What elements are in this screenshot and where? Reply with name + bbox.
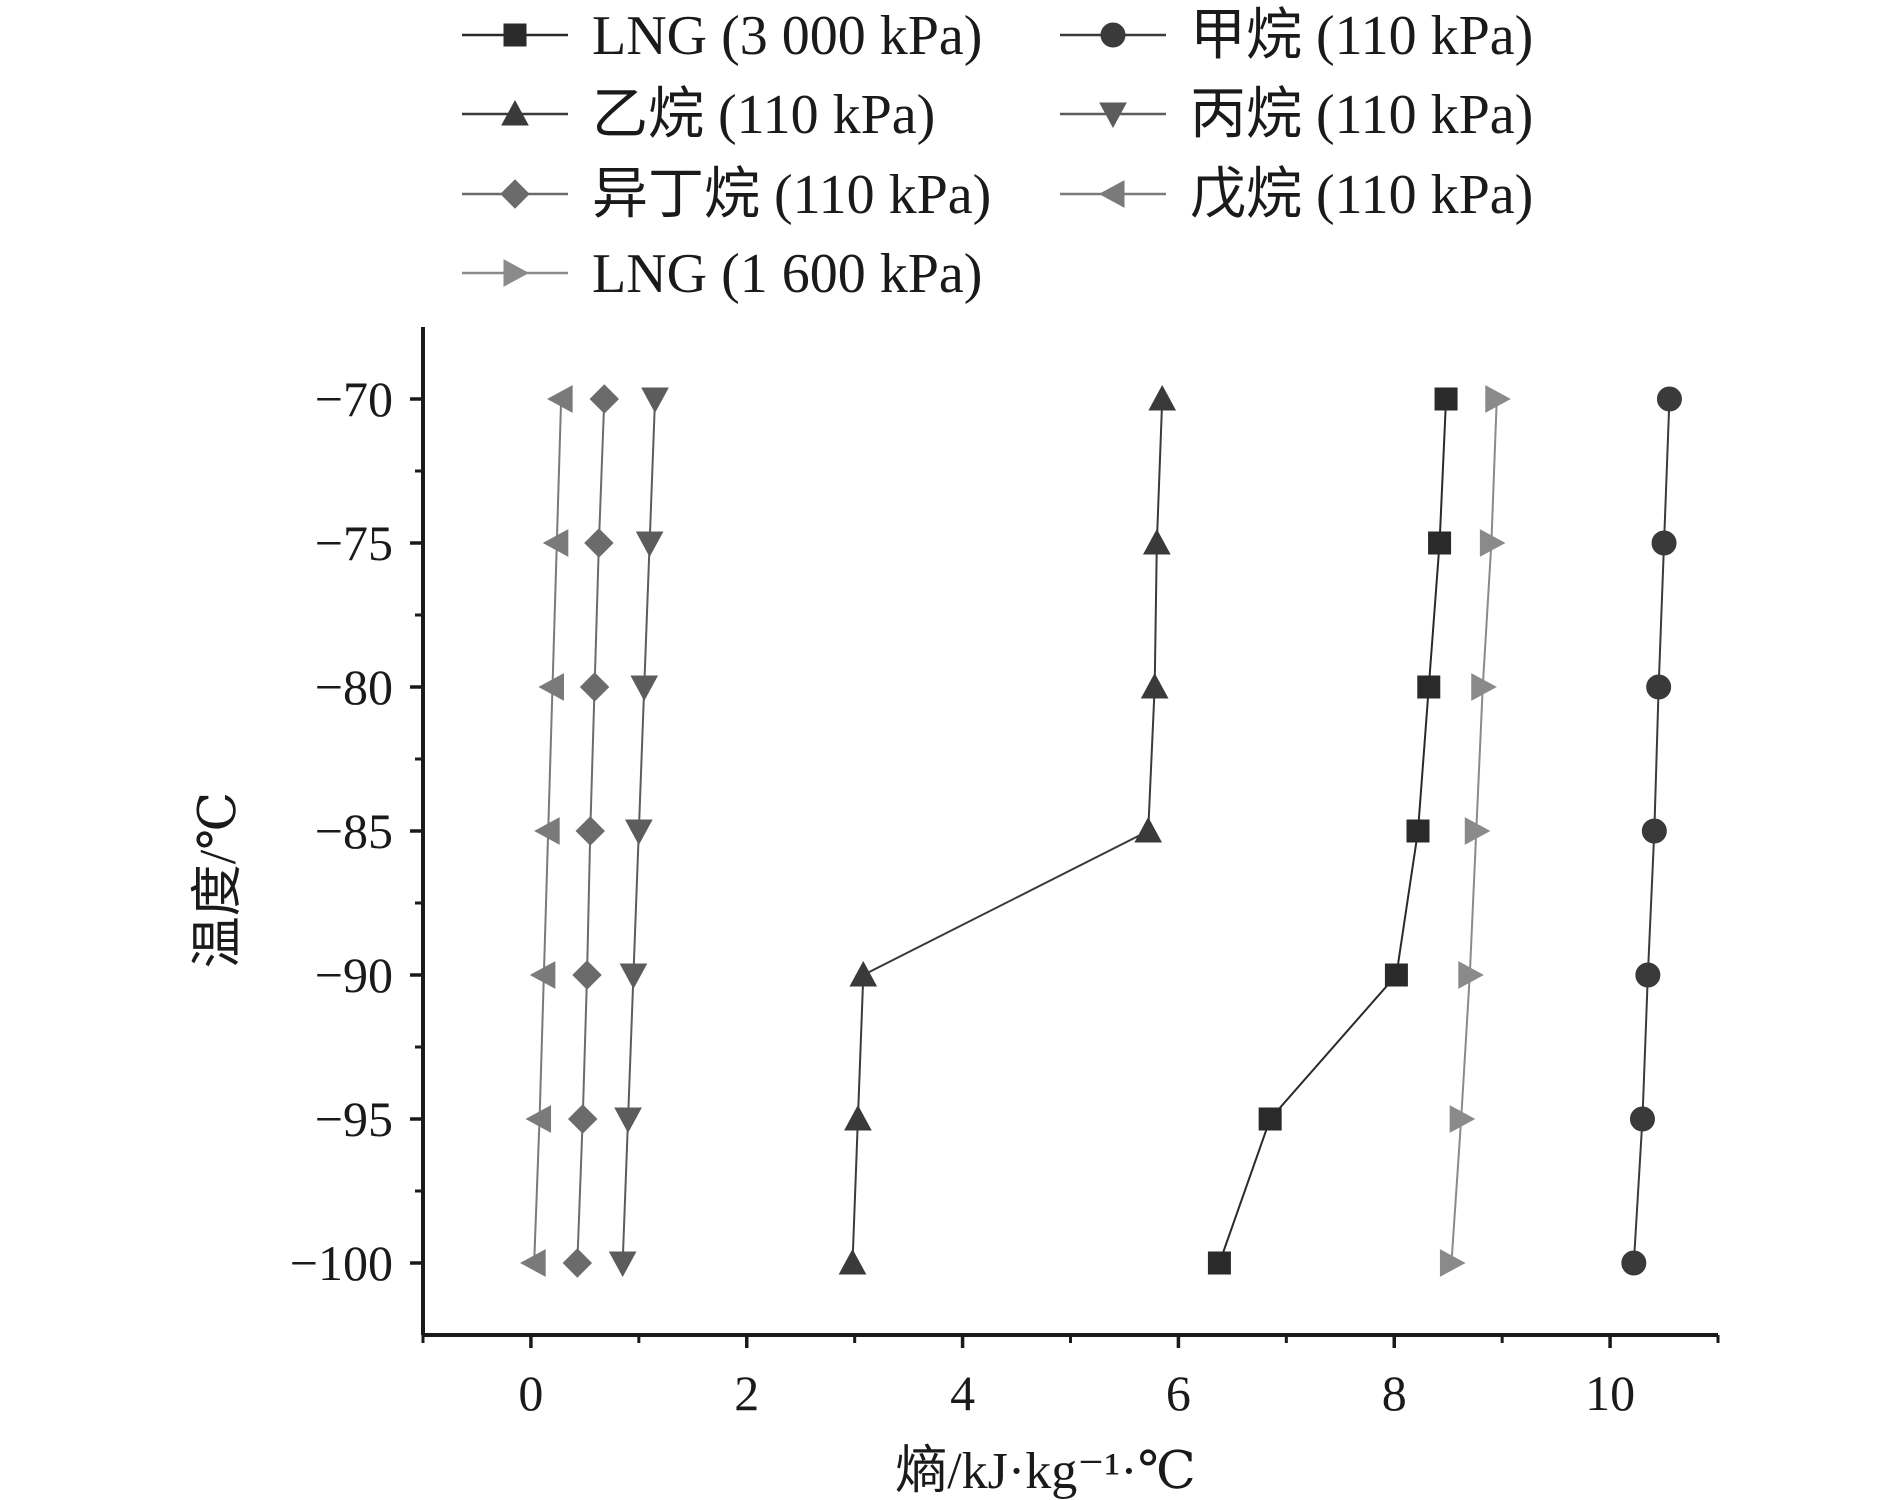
data-point xyxy=(1148,384,1177,411)
y-tick-label: −85 xyxy=(315,803,393,859)
data-point xyxy=(1406,819,1430,843)
data-point xyxy=(538,673,564,701)
data-point xyxy=(562,1248,593,1278)
data-point xyxy=(608,1251,637,1278)
data-point xyxy=(1417,675,1441,699)
legend-label: 乙烷 (110 kPa) xyxy=(592,84,935,146)
data-point xyxy=(1258,1107,1282,1131)
series-5 xyxy=(562,384,620,1278)
legend-entry: 丙烷 (110 kPa) xyxy=(1060,84,1533,146)
data-point xyxy=(1439,1249,1466,1277)
data-point xyxy=(1471,673,1497,701)
data-point xyxy=(1384,963,1408,987)
x-tick-label: 0 xyxy=(518,1365,543,1421)
data-point xyxy=(547,385,573,413)
x-tick-label: 2 xyxy=(734,1365,759,1421)
y-tick-label: −80 xyxy=(315,659,393,715)
data-point xyxy=(624,819,653,846)
plot-area xyxy=(520,384,1682,1278)
data-point xyxy=(1646,674,1672,700)
data-point xyxy=(542,529,569,557)
y-axis-title: 温度/℃ xyxy=(190,792,247,969)
legend-label: LNG (3 000 kPa) xyxy=(592,5,982,67)
data-point xyxy=(1140,672,1169,699)
series-4 xyxy=(608,387,669,1278)
data-point xyxy=(575,816,605,846)
data-point xyxy=(838,1248,867,1275)
x-tick-label: 6 xyxy=(1166,1365,1191,1421)
data-point xyxy=(584,528,614,558)
data-point xyxy=(525,1105,552,1133)
legend-marker xyxy=(1100,22,1126,48)
y-tick-label: −70 xyxy=(315,371,393,427)
legend-entry: 异丁烷 (110 kPa) xyxy=(462,164,991,226)
data-point xyxy=(1134,816,1163,843)
x-axis-title: 熵/kJ·kg⁻¹·℃ xyxy=(895,1443,1196,1500)
data-point xyxy=(534,817,560,845)
data-point xyxy=(568,1104,598,1134)
data-point xyxy=(1464,817,1491,845)
data-point xyxy=(1635,962,1661,988)
legend-label: 丙烷 (110 kPa) xyxy=(1190,84,1533,146)
y-tick-label: −100 xyxy=(290,1235,393,1291)
data-point xyxy=(614,1107,642,1134)
data-point xyxy=(1207,1251,1231,1275)
x-tick-label: 10 xyxy=(1585,1365,1635,1421)
y-tick-label: −90 xyxy=(315,947,393,1003)
data-point xyxy=(1656,386,1682,412)
data-point xyxy=(520,1249,546,1277)
axes: −70 −75 −80 −85 −90 −95 −100 0 2 4 6 8 10 xyxy=(290,327,1720,1421)
y-ticks: −70 −75 −80 −85 −90 −95 −100 xyxy=(290,371,423,1291)
data-point xyxy=(630,675,659,702)
legend-marker xyxy=(500,179,530,209)
data-point xyxy=(572,960,602,990)
y-tick-label: −95 xyxy=(315,1091,393,1147)
legend-marker xyxy=(503,23,527,47)
data-point xyxy=(635,531,664,558)
data-point xyxy=(619,963,648,990)
data-point xyxy=(1142,528,1171,555)
data-point xyxy=(1449,1105,1476,1133)
legend-label: 戊烷 (110 kPa) xyxy=(1190,164,1533,226)
data-point xyxy=(1621,1250,1647,1276)
data-point xyxy=(529,961,556,989)
series-3 xyxy=(838,384,1177,1275)
legend-entry: 甲烷 (110 kPa) xyxy=(1060,5,1533,67)
legend-marker xyxy=(503,259,530,287)
legend-entry: 乙烷 (110 kPa) xyxy=(462,84,935,146)
series-6 xyxy=(520,385,573,1277)
series-7 xyxy=(1439,385,1511,1277)
legend: LNG (3 000 kPa) 甲烷 (110 kPa) 乙烷 (110 kPa) 丙… xyxy=(462,5,1533,305)
data-point xyxy=(1629,1106,1655,1132)
legend-marker xyxy=(1098,180,1125,208)
legend-label: 异丁烷 (110 kPa) xyxy=(592,164,991,226)
data-point xyxy=(849,960,878,987)
legend-entry: 戊烷 (110 kPa) xyxy=(1060,164,1533,226)
y-tick-label: −75 xyxy=(315,515,393,571)
legend-marker xyxy=(1099,102,1127,129)
data-point xyxy=(844,1104,872,1131)
x-tick-label: 8 xyxy=(1382,1365,1407,1421)
x-tick-label: 4 xyxy=(950,1365,975,1421)
data-point xyxy=(579,672,610,702)
data-point xyxy=(1641,818,1667,844)
data-point xyxy=(1485,385,1511,413)
data-point xyxy=(641,387,669,414)
legend-label: LNG (1 600 kPa) xyxy=(592,243,982,305)
data-point xyxy=(1434,387,1458,411)
series-line xyxy=(851,398,1164,1264)
legend-label: 甲烷 (110 kPa) xyxy=(1190,5,1533,67)
legend-entry: LNG (1 600 kPa) xyxy=(462,243,982,305)
data-point xyxy=(1479,529,1506,557)
data-point xyxy=(1651,530,1677,556)
series-2 xyxy=(1621,386,1682,1276)
legend-entry: LNG (3 000 kPa) xyxy=(462,5,982,67)
data-point xyxy=(1428,531,1452,555)
data-point xyxy=(589,384,620,414)
legend-marker xyxy=(501,99,529,126)
series-1 xyxy=(1207,387,1458,1275)
data-point xyxy=(1458,961,1484,989)
x-ticks: 0 2 4 6 8 10 xyxy=(421,1335,1720,1421)
